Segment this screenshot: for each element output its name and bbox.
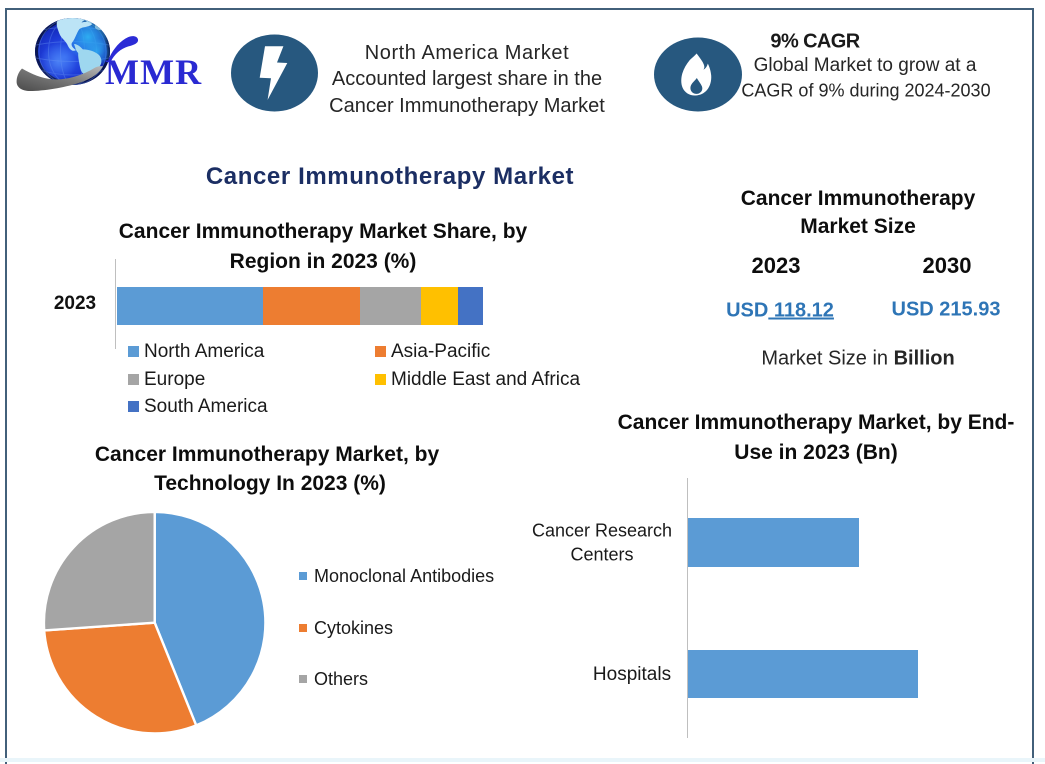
svg-text:MMR: MMR: [105, 52, 202, 92]
